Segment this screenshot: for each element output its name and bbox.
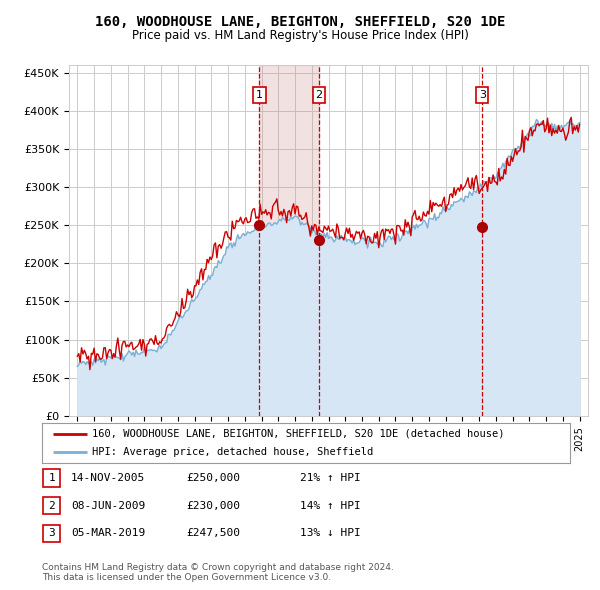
Text: 2: 2 — [316, 90, 323, 100]
Bar — [259, 65, 319, 416]
Text: Price paid vs. HM Land Registry's House Price Index (HPI): Price paid vs. HM Land Registry's House … — [131, 30, 469, 42]
Text: 1: 1 — [48, 473, 55, 483]
Text: HPI: Average price, detached house, Sheffield: HPI: Average price, detached house, Shef… — [92, 447, 373, 457]
Text: £250,000: £250,000 — [186, 473, 240, 483]
Text: 3: 3 — [48, 529, 55, 538]
Text: 05-MAR-2019: 05-MAR-2019 — [71, 529, 145, 538]
Text: 21% ↑ HPI: 21% ↑ HPI — [300, 473, 361, 483]
Text: 3: 3 — [479, 90, 485, 100]
Text: Contains HM Land Registry data © Crown copyright and database right 2024.
This d: Contains HM Land Registry data © Crown c… — [42, 563, 394, 582]
Text: 14-NOV-2005: 14-NOV-2005 — [71, 473, 145, 483]
Text: 08-JUN-2009: 08-JUN-2009 — [71, 501, 145, 510]
Text: £247,500: £247,500 — [186, 529, 240, 538]
Text: 2: 2 — [48, 501, 55, 510]
Text: 160, WOODHOUSE LANE, BEIGHTON, SHEFFIELD, S20 1DE (detached house): 160, WOODHOUSE LANE, BEIGHTON, SHEFFIELD… — [92, 429, 505, 439]
Text: 1: 1 — [256, 90, 263, 100]
Text: 14% ↑ HPI: 14% ↑ HPI — [300, 501, 361, 510]
Text: 160, WOODHOUSE LANE, BEIGHTON, SHEFFIELD, S20 1DE: 160, WOODHOUSE LANE, BEIGHTON, SHEFFIELD… — [95, 15, 505, 29]
Text: 13% ↓ HPI: 13% ↓ HPI — [300, 529, 361, 538]
Text: £230,000: £230,000 — [186, 501, 240, 510]
